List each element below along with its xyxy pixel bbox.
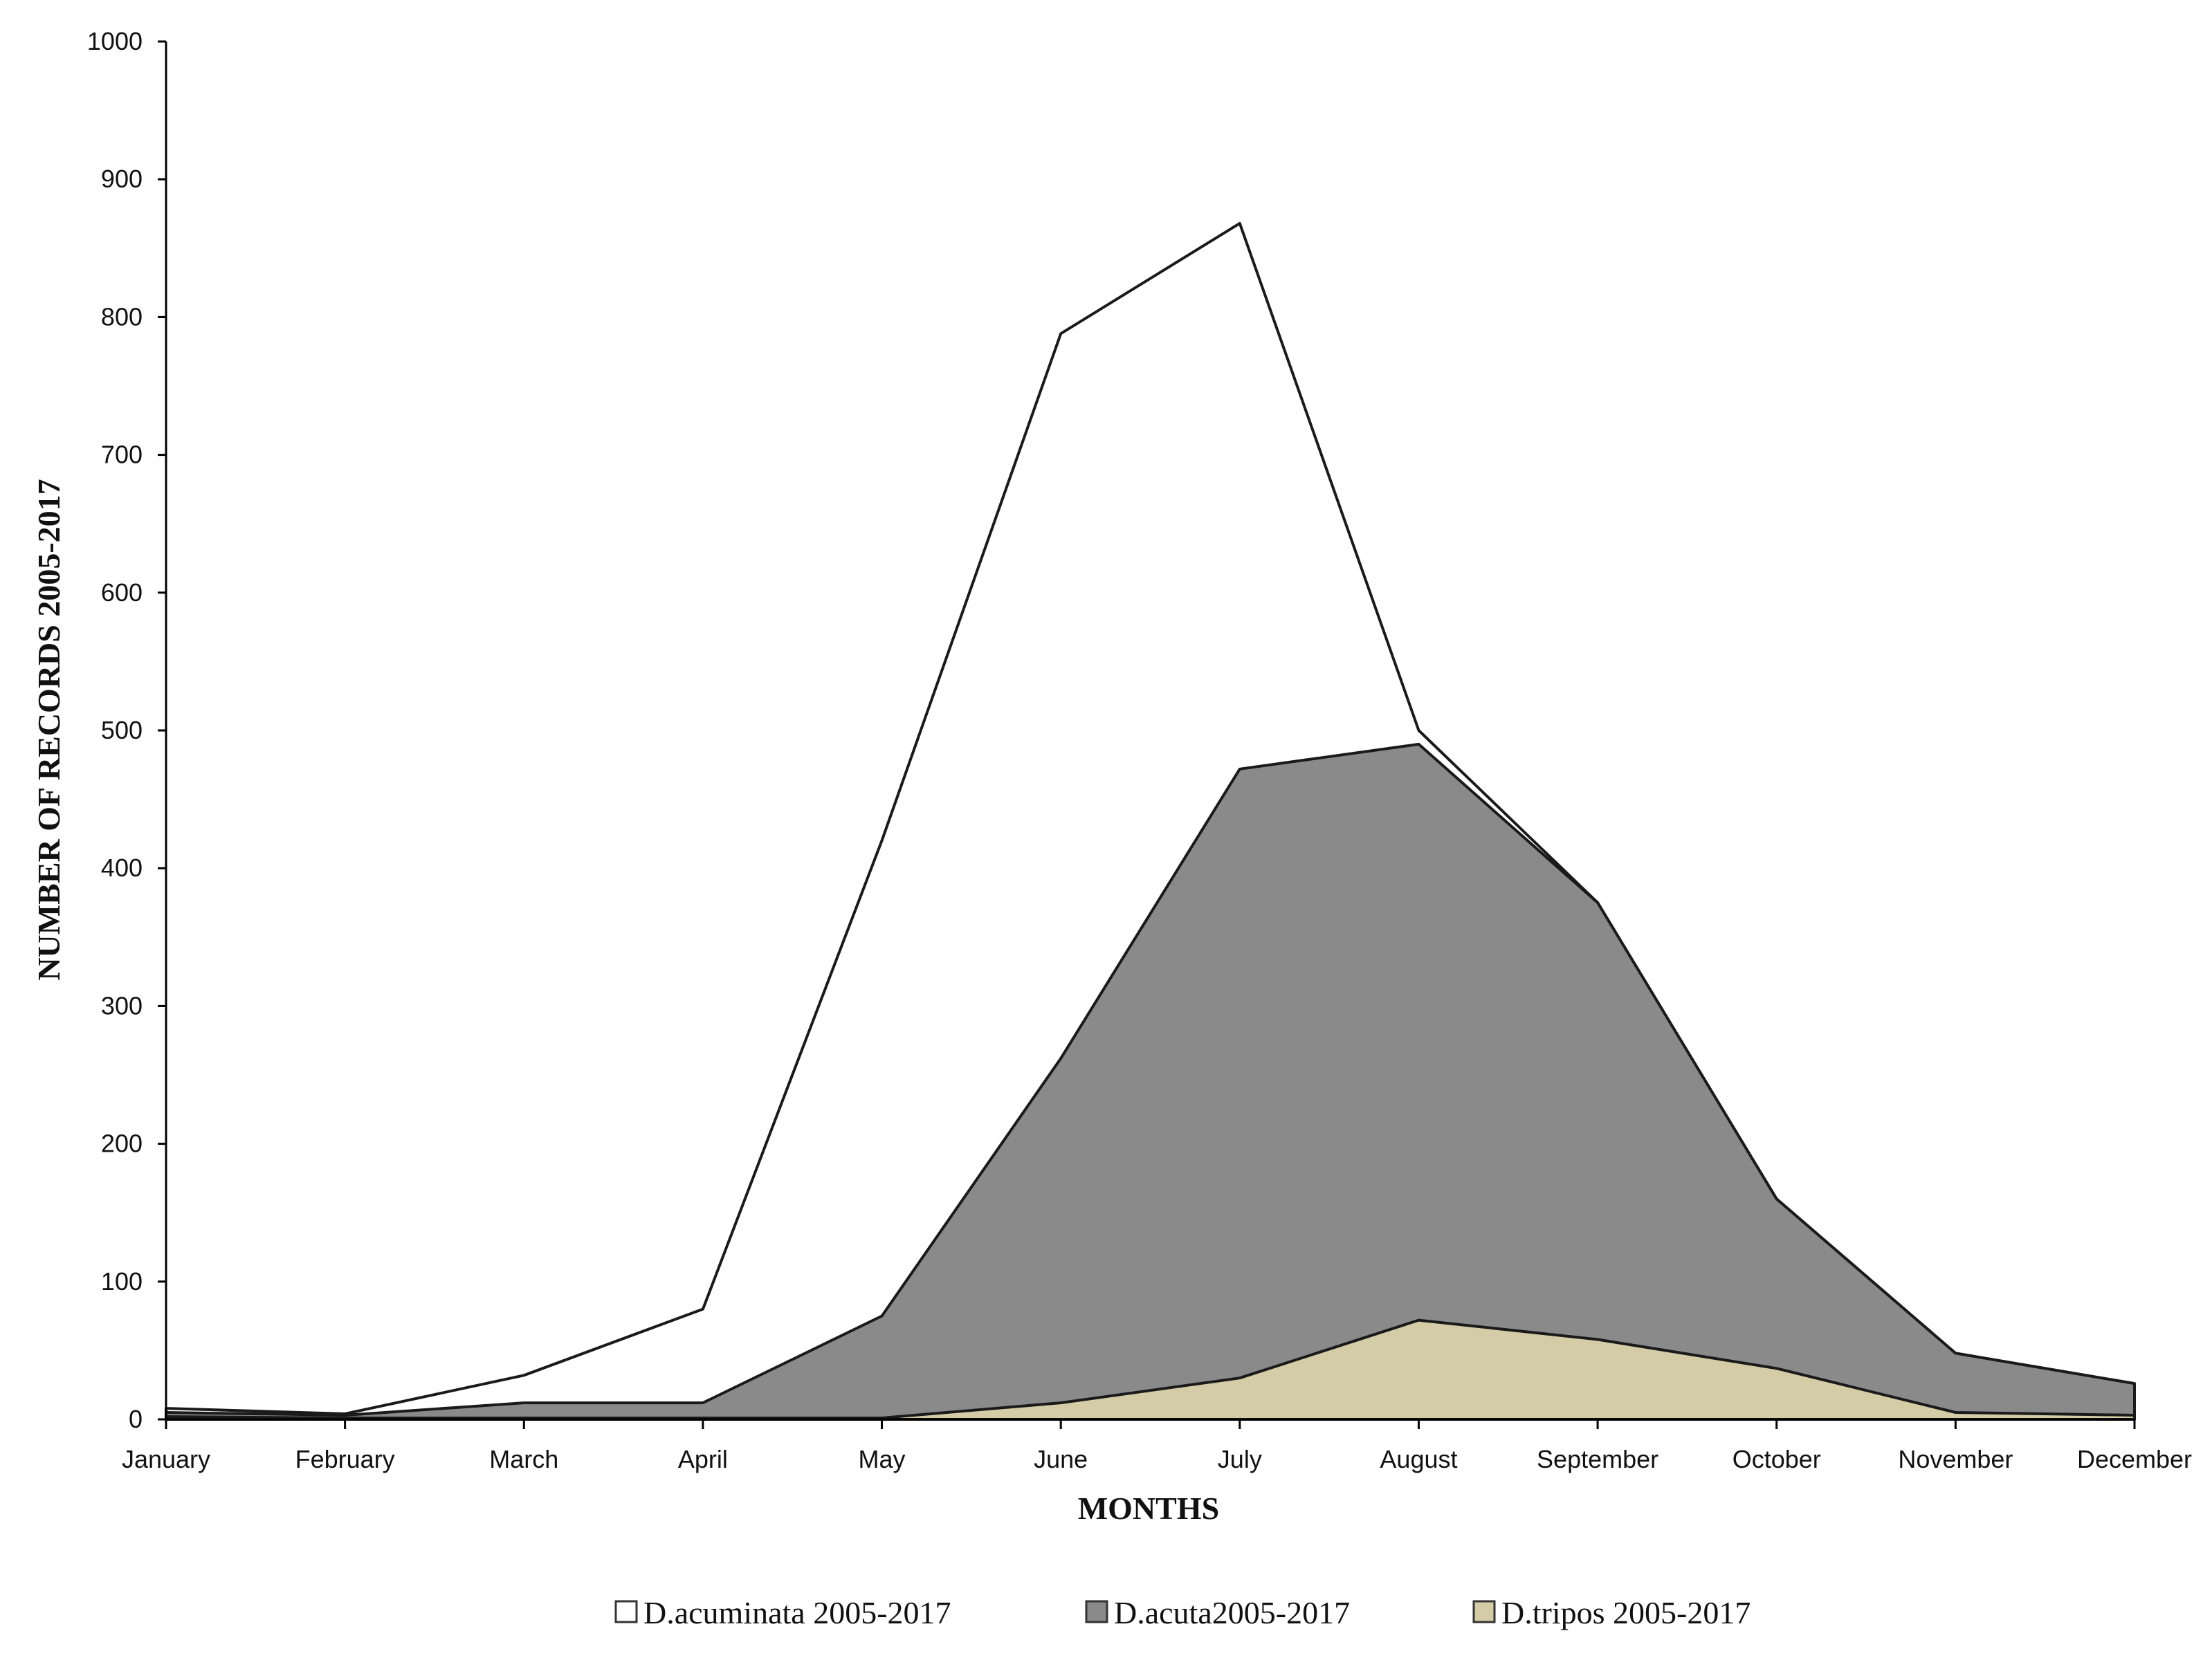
area-series-group: [165, 221, 2136, 1421]
area-series-2: [165, 742, 2136, 1421]
x-tick-label: January: [122, 1445, 210, 1473]
y-tick-label: 500: [101, 716, 143, 744]
x-ticks: January February March April May June July Augu…: [122, 1419, 2192, 1473]
legend-label-3: D.tripos 2005-2017: [1501, 1595, 1751, 1630]
area-series-3: [165, 1318, 2136, 1421]
x-tick-label: October: [1733, 1445, 1821, 1473]
y-tick-label: 900: [101, 165, 143, 193]
legend-swatch-3: [1472, 1600, 1496, 1623]
x-tick-label: June: [1034, 1445, 1088, 1473]
x-tick-label: July: [1218, 1445, 1262, 1473]
y-axis-label: NUMBER OF RECORDS 2005-2017: [31, 479, 66, 980]
y-tick-label: 1000: [87, 27, 143, 55]
x-tick-label: March: [489, 1445, 558, 1473]
x-tick-label: February: [295, 1445, 395, 1473]
y-ticks: 0 100 200 300 400 500 600 700 800 900 1000: [87, 27, 166, 1433]
x-tick-label: May: [859, 1445, 906, 1473]
x-tick-label: April: [678, 1445, 728, 1473]
y-tick-label: 100: [101, 1267, 143, 1296]
y-tick-label: 800: [101, 302, 143, 331]
y-tick-label: 700: [101, 441, 143, 469]
x-tick-label: September: [1537, 1445, 1658, 1473]
legend-label-2: D.acuta2005-2017: [1114, 1595, 1350, 1630]
legend-swatch-1: [614, 1600, 638, 1623]
legend: D.acuminata 2005-2017 D.acuta2005-2017 D.t…: [614, 1595, 1751, 1630]
y-tick-label: 0: [129, 1405, 143, 1433]
legend-swatch-2: [1085, 1600, 1108, 1623]
x-tick-label: December: [2077, 1445, 2192, 1473]
x-axis-label: MONTHS: [1078, 1491, 1219, 1526]
legend-label-1: D.acuminata 2005-2017: [643, 1595, 951, 1630]
y-tick-label: 600: [101, 578, 143, 607]
y-tick-label: 400: [101, 854, 143, 882]
y-tick-label: 200: [101, 1130, 143, 1158]
x-tick-label: November: [1898, 1445, 2013, 1473]
y-tick-label: 300: [101, 991, 143, 1020]
x-tick-label: August: [1380, 1445, 1457, 1473]
